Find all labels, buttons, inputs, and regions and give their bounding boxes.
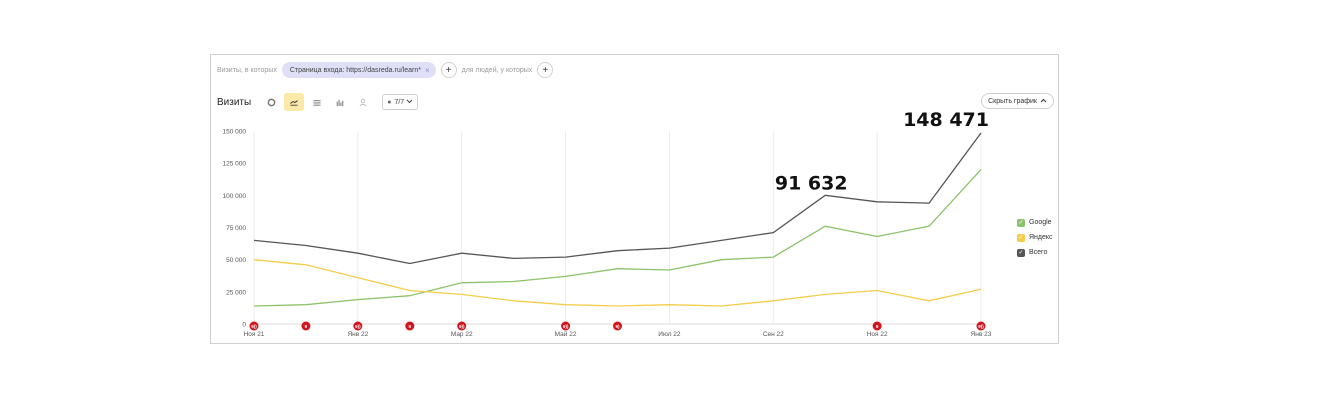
- hide-chart-button[interactable]: Скрыть график: [981, 93, 1054, 109]
- comment-icon: ●: [387, 98, 392, 106]
- series-line-1: [253, 169, 982, 307]
- chart-toolbar: Визиты ● 7/7: [217, 93, 419, 111]
- segment-filter-row: Визиты, в которых Страница входа: https:…: [217, 61, 558, 79]
- legend-item[interactable]: ✓ Яндекс: [1017, 230, 1053, 245]
- add-people-filter-button[interactable]: +: [537, 62, 554, 78]
- checkbox-icon[interactable]: ✓: [1017, 218, 1025, 227]
- comments-dropdown[interactable]: ● 7/7: [382, 94, 419, 110]
- event-marker[interactable]: [353, 321, 363, 331]
- checkbox-icon[interactable]: ✓: [1017, 233, 1025, 242]
- legend-label: Яндекс: [1029, 234, 1053, 241]
- event-marker[interactable]: [249, 321, 259, 331]
- bar-chart-icon[interactable]: [330, 93, 350, 111]
- person-icon[interactable]: [353, 93, 373, 111]
- x-tick-label: Июл 22: [658, 331, 681, 338]
- series-line-2: [253, 259, 982, 307]
- filter-chip[interactable]: Страница входа: https://dasreda.ru/learn…: [281, 62, 436, 78]
- x-tick-label: Янв 23: [971, 331, 992, 338]
- event-marker-label: 9)): [459, 324, 465, 329]
- y-tick-label: 0: [242, 322, 246, 329]
- pie-chart-icon[interactable]: [261, 93, 281, 111]
- legend-label: Всего: [1029, 249, 1048, 256]
- event-marker[interactable]: [457, 321, 467, 331]
- event-marker[interactable]: [561, 321, 571, 331]
- event-marker-label: 9)): [563, 324, 569, 329]
- event-marker-label: 9)): [251, 324, 257, 329]
- line-chart-icon[interactable]: [284, 93, 305, 111]
- event-marker[interactable]: [405, 321, 415, 331]
- y-tick-label: 50 000: [226, 257, 246, 264]
- chevron-up-icon: [1040, 98, 1047, 105]
- event-marker-label: 9)): [355, 324, 361, 329]
- series-line-3: [253, 132, 982, 265]
- x-tick-label: Ноя 21: [244, 331, 265, 338]
- annotation-label: 148 471: [903, 109, 989, 131]
- y-tick-label: 150 000: [223, 129, 247, 136]
- area-chart-icon[interactable]: [307, 93, 327, 111]
- x-tick-label: Сен 22: [763, 331, 784, 338]
- chevron-down-icon: [406, 99, 413, 106]
- x-tick-label: Май 22: [555, 330, 577, 338]
- chart-legend: ✓ Google ✓ Яндекс ✓ Всего: [1017, 215, 1053, 260]
- event-marker[interactable]: [613, 321, 622, 331]
- x-tick-label: Ноя 22: [867, 331, 888, 338]
- y-tick-label: 25 000: [226, 289, 246, 296]
- x-tick-label: Мар 22: [451, 331, 473, 338]
- y-tick-label: 100 000: [223, 193, 247, 200]
- filter-prefix: Визиты, в которых: [217, 66, 277, 74]
- checkbox-icon[interactable]: ✓: [1017, 248, 1025, 257]
- legend-item[interactable]: ✓ Google: [1017, 215, 1053, 230]
- event-marker-label: 9: [876, 324, 879, 329]
- event-marker-label: 9): [615, 324, 620, 329]
- line-chart: 0 25 000 50 000 75 000 100 000 125 000 150 000…: [223, 109, 992, 338]
- chart-title: Визиты: [217, 96, 252, 108]
- annotation-label: 91 632: [775, 172, 848, 194]
- y-tick-label: 125 000: [223, 161, 247, 168]
- comments-count: 7/7: [394, 98, 405, 106]
- legend-item[interactable]: ✓ Всего: [1017, 245, 1053, 260]
- filter-suffix: для людей, у которых: [461, 66, 533, 74]
- chart-panel: Визиты, в которых Страница входа: https:…: [210, 54, 1059, 344]
- close-icon[interactable]: ×: [424, 65, 430, 75]
- event-marker[interactable]: [976, 321, 986, 331]
- x-tick-label: Янв 22: [347, 331, 368, 338]
- event-marker-label: 9: [409, 324, 412, 329]
- event-marker-label: 9: [305, 324, 308, 329]
- add-filter-button[interactable]: +: [440, 62, 457, 78]
- filter-chip-label: Страница входа: https://dasreda.ru/learn…: [289, 66, 421, 74]
- event-marker[interactable]: [301, 321, 311, 331]
- event-marker-label: 9)): [978, 324, 984, 329]
- y-tick-label: 75 000: [226, 225, 246, 232]
- hide-chart-label: Скрыть график: [988, 97, 1037, 105]
- legend-label: Google: [1029, 219, 1052, 226]
- event-marker[interactable]: [872, 321, 882, 331]
